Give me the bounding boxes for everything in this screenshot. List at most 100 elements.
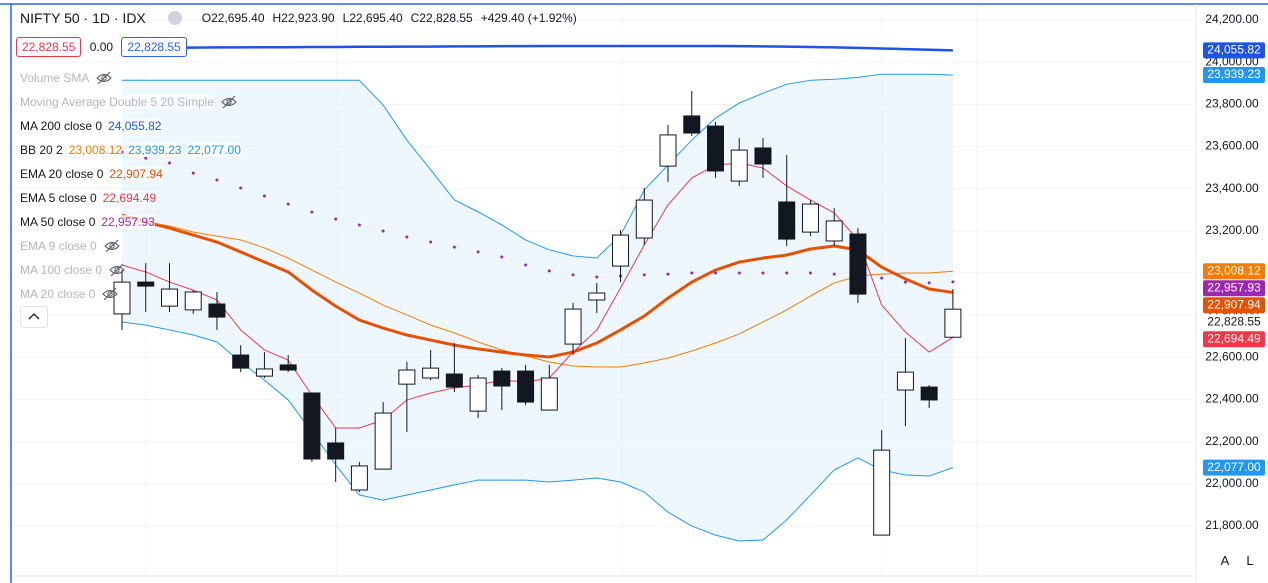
y-tick-label: 22,400.00 <box>1205 392 1259 406</box>
legend-row: MA 20 close 0 <box>20 282 241 306</box>
dot <box>310 210 314 214</box>
candle-body <box>350 465 368 491</box>
indicator-name[interactable]: EMA 5 close 0 <box>20 191 97 205</box>
candle-body <box>659 134 677 167</box>
candle-body <box>445 373 463 388</box>
indicator-line <box>122 44 953 52</box>
indicator-name[interactable]: EMA 9 close 0 <box>20 239 97 253</box>
price-tag <box>1203 314 1265 331</box>
visibility-toggle[interactable] <box>220 95 238 109</box>
indicator-legend: Volume SMA Moving Average Double 5 20 Si… <box>20 66 241 306</box>
dot <box>903 280 907 284</box>
price-change: +429.40 (+1.92%) <box>480 11 577 25</box>
y-tick-label: 22,200.00 <box>1205 434 1259 448</box>
dot <box>785 271 789 275</box>
y-tick-label: 23,200.00 <box>1205 223 1259 237</box>
symbol-title[interactable]: NIFTY 50 · 1D · IDX <box>20 10 146 26</box>
candle-body <box>896 371 914 391</box>
toggle-button[interactable] <box>167 11 182 25</box>
y-tick-label: 22,000.00 <box>1205 476 1259 490</box>
indicator-name[interactable]: MA 50 close 0 <box>20 215 96 229</box>
candle-body <box>113 281 131 315</box>
buy-button[interactable]: 22,828.55 <box>121 37 187 57</box>
price-tag <box>1203 459 1265 476</box>
indicator-name[interactable]: Volume SMA <box>20 71 90 85</box>
dot <box>167 161 171 165</box>
trade-panel: 22,828.55 0.00 22,828.55 <box>16 37 187 57</box>
candle-body <box>825 220 843 242</box>
candle-body <box>730 149 748 182</box>
legend-row: EMA 20 close 0 22,907.94 <box>20 162 241 186</box>
indicator-name[interactable]: MA 100 close 0 <box>20 263 103 277</box>
price-tag-label: 22,077.00 <box>1207 460 1261 474</box>
indicator-value: 23,939.23 <box>128 143 182 157</box>
log-scale-button[interactable]: L <box>1240 550 1260 570</box>
indicator-name[interactable]: MA 200 close 0 <box>20 119 103 133</box>
price-tag <box>1203 297 1265 314</box>
legend-row: EMA 9 close 0 <box>20 234 241 258</box>
candle-body <box>540 377 558 411</box>
dot <box>500 255 504 259</box>
indicator-value: 22,694.49 <box>102 191 157 205</box>
collapse-legend-button[interactable] <box>20 306 48 328</box>
indicator-name[interactable]: MA 20 close 0 <box>20 287 96 301</box>
candle-body <box>160 288 178 307</box>
band-line <box>121 321 954 542</box>
legend-row: Moving Average Double 5 20 Simple <box>20 90 241 114</box>
y-tick-label: 23,600.00 <box>1205 139 1259 153</box>
indicator-name[interactable]: EMA 20 close 0 <box>20 167 104 181</box>
dot <box>595 275 599 279</box>
candle-body <box>232 354 250 369</box>
price-tag <box>1203 66 1265 83</box>
candle-body <box>255 368 273 377</box>
candle-body <box>944 308 962 338</box>
indicator-value: 24,055.82 <box>108 119 162 133</box>
indicator-line <box>121 213 954 359</box>
legend-row: MA 100 close 0 <box>20 258 241 282</box>
indicator-value: 23,008.12 <box>68 143 123 157</box>
indicator-name[interactable]: BB 20 2 <box>20 143 63 157</box>
candle-body <box>137 281 155 287</box>
price-tag-label: 22,957.93 <box>1207 280 1261 294</box>
chevron-icon <box>28 313 40 320</box>
auto-scale-button[interactable]: A <box>1215 550 1235 570</box>
candle-body <box>184 291 202 311</box>
visibility-toggle[interactable] <box>95 71 113 85</box>
visibility-toggle[interactable] <box>108 263 126 277</box>
dot <box>642 273 646 277</box>
spread: 0.00 <box>89 40 114 54</box>
dot <box>714 271 717 275</box>
dot <box>832 272 836 276</box>
dot <box>191 171 195 175</box>
candle-body <box>517 370 535 403</box>
candle-body <box>279 364 297 371</box>
dot <box>547 269 551 273</box>
dot <box>571 273 575 277</box>
candle-body <box>374 412 392 470</box>
candle-body <box>398 369 416 385</box>
indicator-value: 22,077.00 <box>187 143 241 157</box>
legend-row: Volume SMA <box>20 66 241 90</box>
dot <box>357 223 361 227</box>
price-tag-label: 24,055.82 <box>1207 43 1261 57</box>
candle-body <box>303 392 321 460</box>
indicator-name[interactable]: Moving Average Double 5 20 Simple <box>20 95 214 109</box>
visibility-toggle[interactable] <box>103 239 121 253</box>
sell-button[interactable]: 22,828.55 <box>16 37 82 57</box>
price-tag-label: 22,694.49 <box>1207 331 1261 345</box>
candle-body <box>469 377 487 412</box>
y-tick-label: 23,400.00 <box>1205 181 1259 195</box>
ohlc-low: L22,695.40 <box>342 11 403 25</box>
indicator-value: 22,957.93 <box>101 215 155 229</box>
ohlc-open: O22,695.40 <box>201 11 265 25</box>
price-tag-label: 22,907.94 <box>1207 297 1261 311</box>
visibility-toggle[interactable] <box>101 287 119 301</box>
candle-body <box>801 203 819 233</box>
legend-row: MA 50 close 0 22,957.93 <box>20 210 241 234</box>
dot <box>690 271 694 275</box>
legend-row: MA 200 close 0 24,055.82 <box>20 114 241 138</box>
price-tag-label: 22,828.55 <box>1207 314 1261 328</box>
candle-body <box>493 370 511 387</box>
band-line <box>122 73 953 259</box>
